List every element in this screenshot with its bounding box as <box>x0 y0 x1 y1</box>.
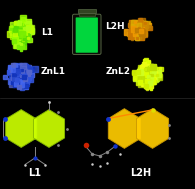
Text: L1: L1 <box>41 28 53 37</box>
Text: ZnL1: ZnL1 <box>41 67 66 76</box>
Text: L2H: L2H <box>105 22 125 31</box>
Bar <box>78 9 96 13</box>
FancyBboxPatch shape <box>76 17 98 53</box>
Text: L2H: L2H <box>130 168 151 178</box>
Polygon shape <box>6 110 37 147</box>
Text: L1: L1 <box>29 168 42 178</box>
FancyBboxPatch shape <box>73 14 101 54</box>
Polygon shape <box>108 109 140 148</box>
Bar <box>79 13 95 16</box>
Text: ZnL2: ZnL2 <box>105 67 130 76</box>
Polygon shape <box>136 109 168 148</box>
Polygon shape <box>34 110 65 147</box>
